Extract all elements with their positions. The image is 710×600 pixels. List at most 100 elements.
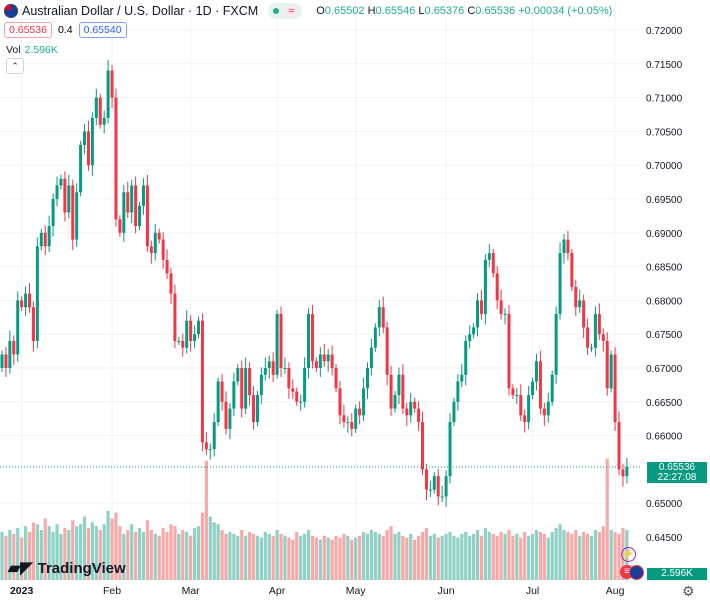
price-tick-label: 0.70000	[646, 161, 683, 172]
volume-bar	[157, 535, 161, 580]
candle-body	[464, 340, 468, 375]
volume-bar	[318, 539, 322, 580]
volume-bar	[389, 526, 393, 580]
volume-bar	[585, 533, 590, 580]
candle-body	[31, 307, 35, 341]
collapse-legend-button[interactable]: ⌃	[6, 58, 24, 74]
volume-bar	[43, 518, 47, 580]
candle-body	[55, 185, 59, 199]
candle-body	[161, 239, 165, 260]
volume-bar	[94, 526, 98, 580]
symbol-header[interactable]: Australian Dollar / U.S. Dollar · 1D · F…	[4, 3, 612, 19]
candle-body	[542, 408, 546, 416]
volume-bar	[0, 531, 4, 580]
volume-bar	[35, 524, 39, 580]
tradingview-logo[interactable]: ▰◤ TradingView	[8, 559, 126, 578]
buy-button[interactable]: 0.65540	[78, 22, 127, 38]
volume-bar	[16, 528, 20, 580]
volume-bar	[27, 531, 32, 580]
au-flag-event-icon[interactable]	[629, 565, 644, 580]
time-axis: 2023 Feb Mar Apr May Jun Jul Aug	[10, 585, 625, 597]
volume-bar	[515, 533, 519, 580]
candle-body	[145, 185, 149, 247]
candle-body	[263, 368, 267, 375]
volume-bar	[558, 524, 562, 580]
candle-body	[574, 286, 578, 308]
volume-bar	[244, 535, 248, 580]
candle-body	[244, 368, 248, 409]
volume-bar	[98, 530, 102, 580]
candle-body	[110, 70, 114, 98]
volume-bar	[338, 537, 342, 580]
volume-bar	[350, 539, 354, 580]
candle-body	[436, 476, 440, 497]
volume-bar	[601, 526, 605, 580]
volume-bar	[397, 531, 401, 580]
candle-body	[483, 259, 487, 314]
candle-body	[303, 368, 307, 402]
price-tick-label: 0.67000	[646, 364, 683, 375]
candle-body	[12, 340, 16, 355]
time-tick-label: Feb	[103, 585, 121, 597]
candle-body	[609, 354, 613, 389]
volume-bar	[326, 537, 330, 580]
volume-bar	[47, 526, 51, 580]
candle-body	[487, 253, 491, 260]
candle-body	[495, 273, 499, 301]
volume-bar	[126, 530, 130, 580]
candle-body	[63, 178, 67, 213]
candle-body	[8, 340, 12, 368]
candle-body	[531, 381, 535, 396]
price-tick-label: 0.66000	[646, 432, 683, 443]
market-status[interactable]: ≈	[268, 3, 303, 19]
candle-body	[94, 97, 98, 118]
price-tick-label: 0.68000	[646, 296, 683, 307]
volume-bar	[240, 530, 244, 580]
volume-bar	[59, 533, 63, 580]
volume-bar	[456, 537, 460, 580]
volume-bar	[20, 537, 24, 580]
volume-legend: Vol 2.596K	[6, 44, 58, 56]
candle-body	[271, 361, 275, 375]
settings-gear-icon[interactable]: ⚙	[682, 583, 695, 599]
volume-bar	[236, 535, 240, 580]
price-tick-label: 0.65000	[646, 499, 683, 510]
volume-bar	[381, 535, 385, 580]
current-price-label: 0.65536 22:27:08	[647, 462, 707, 483]
volume-bar	[542, 533, 546, 580]
volume-bar	[185, 531, 189, 580]
candle-body	[267, 361, 271, 368]
candle-body	[122, 192, 126, 233]
candle-body	[114, 97, 118, 220]
volume-bar	[200, 512, 205, 580]
volume-bar	[346, 535, 350, 580]
candle-body	[189, 320, 193, 341]
volume-bar	[334, 535, 338, 580]
volume-bar	[511, 535, 515, 580]
candle-body	[558, 253, 562, 314]
candle-body	[401, 374, 405, 409]
volume-bar	[424, 528, 429, 580]
volume-bar	[377, 533, 381, 580]
price-tick-label: 0.70500	[646, 127, 683, 138]
volume-bar	[322, 535, 326, 580]
candle-body	[444, 476, 448, 497]
volume-bar	[413, 539, 417, 580]
candle-body	[134, 185, 138, 227]
volume-bar	[122, 533, 126, 580]
candle-body	[193, 334, 197, 341]
candle-body	[338, 388, 342, 416]
volume-bar	[137, 528, 142, 580]
candle-body	[248, 368, 252, 396]
volume-bar	[436, 537, 440, 580]
candle-body	[342, 415, 346, 423]
candle-body	[597, 313, 601, 335]
candle-body	[24, 293, 28, 308]
sell-button[interactable]: 0.65536	[4, 22, 52, 38]
volume-bar	[507, 530, 511, 580]
candle-body	[216, 381, 220, 423]
volume-bar	[181, 530, 185, 580]
lightning-event-icon[interactable]: ⚡	[621, 547, 636, 562]
volume-bar	[393, 533, 397, 580]
